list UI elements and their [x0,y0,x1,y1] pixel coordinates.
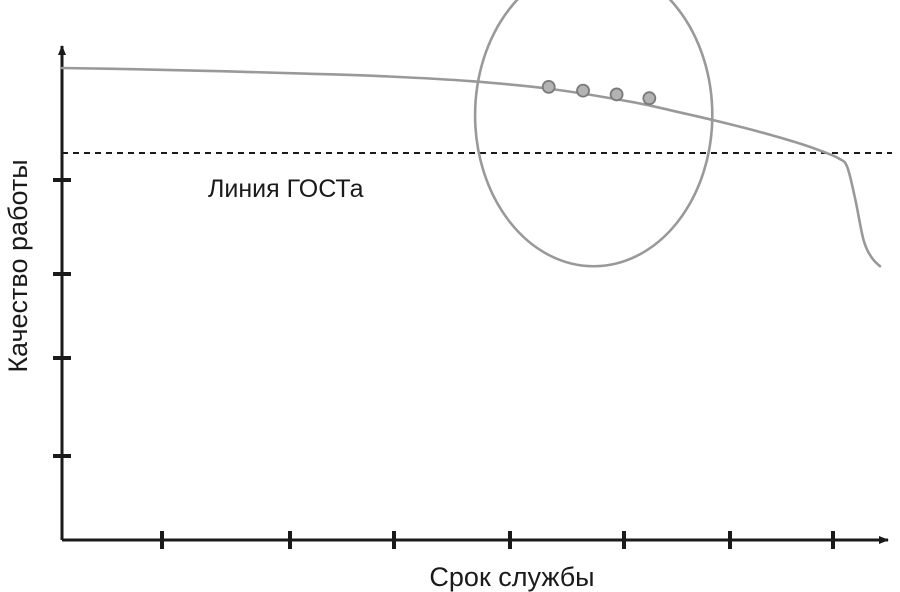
reference-line-label: Линия ГОСТа [208,175,364,203]
highlight-point [642,91,657,106]
highlight-ellipse [473,0,714,268]
highlight-point [609,87,624,102]
series-line [60,66,882,268]
highlight-point [576,83,590,98]
y-axis-label: Качество работы [3,159,33,372]
y-axis-ticks [53,178,71,458]
x-axis-label: Срок службы [429,562,594,592]
highlight-point [541,79,556,94]
plot-area [53,0,892,549]
x-axis-ticks [160,531,835,549]
highlight-points [541,79,657,106]
